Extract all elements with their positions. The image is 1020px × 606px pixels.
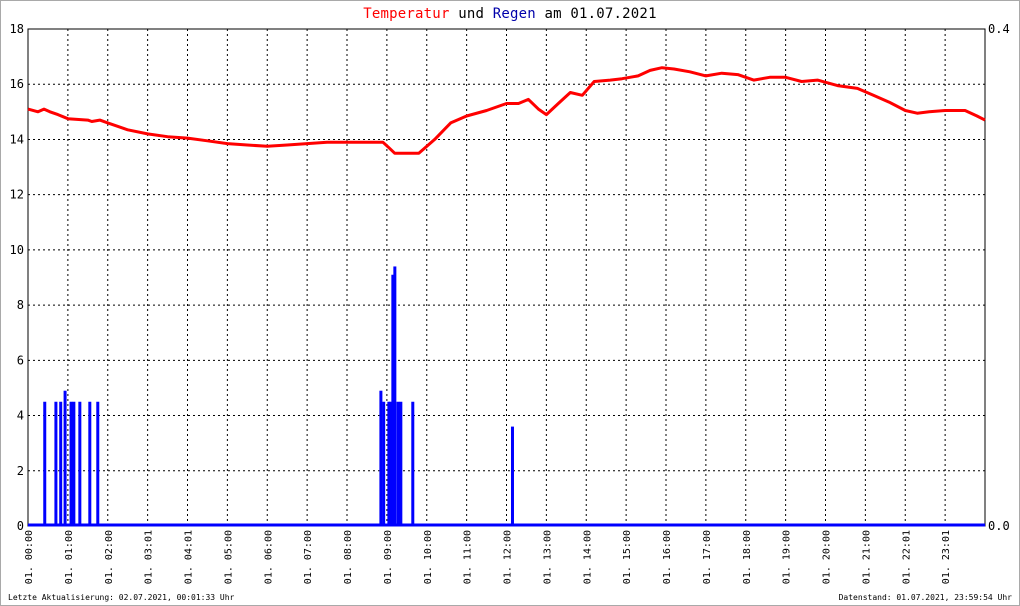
title-temperature: Temperatur: [363, 6, 450, 22]
x-tick-label: 01. 08:00: [343, 530, 354, 584]
temperature-line: [27, 66, 986, 155]
rain-bar: [393, 266, 397, 526]
x-tick-label: 01. 07:00: [303, 530, 314, 584]
x-tick-label: 01. 21:00: [861, 530, 872, 584]
rain-bar: [411, 401, 415, 526]
x-tick-label: 01. 02:00: [104, 530, 115, 584]
x-tick-label: 01. 19:00: [782, 530, 793, 584]
y-tick-label: 10: [10, 243, 24, 257]
rain-bar: [78, 401, 82, 526]
x-tick-label: 01. 23:01: [941, 530, 952, 584]
x-tick-label: 01. 13:00: [542, 530, 553, 584]
y-tick-label: 18: [10, 22, 24, 36]
rain-bar: [396, 401, 400, 526]
chart-title: Temperatur und Regen am 01.07.2021: [0, 5, 1020, 23]
x-tick-label: 01. 00:00: [24, 530, 35, 584]
title-rain: Regen: [492, 6, 536, 22]
title-date: am 01.07.2021: [535, 6, 657, 22]
x-tick-label: 01. 11:00: [463, 530, 474, 584]
x-tick-label: 01. 01:00: [64, 530, 75, 584]
rain-bar: [510, 426, 514, 526]
rain-bar: [59, 401, 63, 526]
y-right-tick-label: 0.4: [988, 22, 1010, 36]
temperature-series: [27, 66, 986, 155]
x-tick-label: 01. 12:00: [503, 530, 514, 584]
y-tick-label: 14: [10, 132, 24, 146]
last-update-text: Letzte Aktualisierung: 02.07.2021, 00:01…: [8, 593, 235, 602]
x-tick-label: 01. 14:00: [582, 530, 593, 584]
x-tick-label: 01. 06:00: [263, 530, 274, 584]
y-tick-label: 0: [17, 519, 24, 533]
y-tick-label: 16: [10, 77, 24, 91]
x-tick-label: 01. 20:00: [822, 530, 833, 584]
x-tick-label: 01. 15:00: [622, 530, 633, 584]
x-tick-label: 01. 17:00: [702, 530, 713, 584]
x-tick-label: 01. 18:00: [742, 530, 753, 584]
x-tick-label: 01. 04:01: [184, 530, 195, 584]
x-tick-label: 01. 09:00: [383, 530, 394, 584]
y-tick-label: 4: [17, 409, 24, 423]
x-tick-label: 01. 05:00: [223, 530, 234, 584]
rain-bar: [96, 401, 100, 526]
y-tick-label: 2: [17, 464, 24, 478]
rain-bar: [69, 401, 73, 526]
rain-bar: [391, 274, 395, 526]
rain-bar: [399, 401, 403, 526]
y-tick-label: 8: [17, 298, 24, 312]
y-tick-label: 6: [17, 353, 24, 367]
rain-bar: [43, 401, 47, 526]
rain-bar: [88, 401, 92, 526]
rain-bar: [387, 401, 391, 526]
rain-bar: [382, 401, 386, 526]
x-tick-label: 01. 03:01: [144, 530, 155, 584]
x-tick-label: 01. 22:01: [901, 530, 912, 584]
x-tick-label: 01. 16:00: [662, 530, 673, 584]
y-tick-label: 12: [10, 188, 24, 202]
y-right-tick-label: 0.0: [988, 519, 1010, 533]
title-und: und: [449, 6, 493, 22]
x-tick-label: 01. 10:00: [423, 530, 434, 584]
data-status-text: Datenstand: 01.07.2021, 23:59:54 Uhr: [838, 593, 1012, 602]
rain-bar: [389, 401, 393, 526]
rain-series: [28, 266, 985, 527]
rain-bar: [54, 401, 58, 526]
rain-bar: [72, 401, 76, 526]
rain-bar: [379, 390, 383, 526]
axis-labels: 0 2 4 6 8 10 12 14 16 18 01. 00:00 01. 01:00 01. 02:…: [10, 22, 1010, 584]
rain-bar: [63, 390, 67, 526]
